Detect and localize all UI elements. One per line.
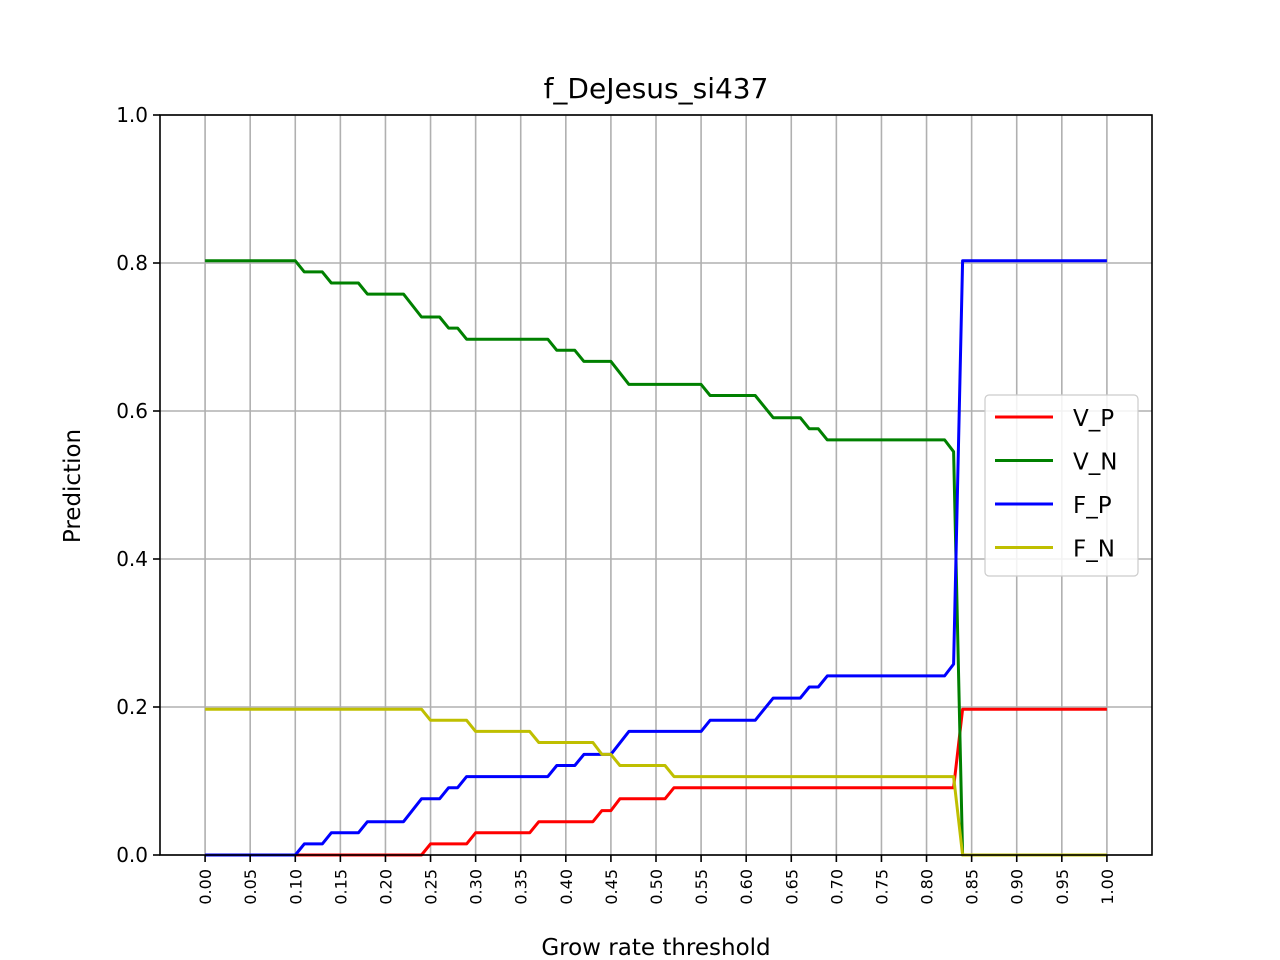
y-tick-label: 0.6 (116, 399, 148, 423)
x-tick-label: 0.85 (963, 869, 982, 905)
x-tick-label: 0.50 (647, 869, 666, 905)
y-tick-label: 0.0 (116, 843, 148, 867)
legend-label: V_N (1073, 450, 1117, 476)
series-line-f-p (205, 259, 1107, 857)
series-line-f-n (205, 707, 1107, 857)
x-tick-label: 0.15 (331, 869, 350, 905)
y-tick-label: 0.2 (116, 695, 148, 719)
x-tick-label: 0.25 (422, 869, 441, 905)
x-tick-label: 0.35 (512, 869, 531, 905)
legend-label: V_P (1073, 406, 1114, 432)
x-tick-label: 0.90 (1008, 869, 1027, 905)
x-tick-label: 0.40 (557, 869, 576, 905)
x-tick-label: 0.10 (286, 869, 305, 905)
x-tick-label: 0.45 (602, 869, 621, 905)
x-tick-label: 0.75 (872, 869, 891, 905)
x-axis-title: Grow rate threshold (541, 935, 770, 960)
x-tick-label: 0.70 (827, 869, 846, 905)
x-tick-label: 0.65 (782, 869, 801, 905)
y-tick-label: 1.0 (116, 103, 148, 127)
x-tick-label: 0.80 (918, 869, 937, 905)
x-tick-label: 0.00 (196, 869, 215, 905)
x-tick-label: 0.20 (376, 869, 395, 905)
grid-lines (160, 114, 1152, 856)
x-tick-label: 0.95 (1053, 869, 1072, 905)
series-lines (205, 259, 1107, 857)
y-tick-label: 0.4 (116, 547, 148, 571)
legend-box (984, 394, 1139, 577)
legend-label: F_N (1073, 537, 1115, 563)
x-tick-label: 0.30 (467, 869, 486, 905)
x-axis: 0.00 0.05 0.10 0.15 0.20 0.25 0.30 0.35 0.40 0.45… (196, 855, 1117, 905)
series-line-v-n (205, 259, 1107, 857)
x-tick-label: 0.55 (692, 869, 711, 905)
y-tick-label: 0.8 (116, 251, 148, 275)
legend-label: F_P (1073, 493, 1112, 519)
chart-title: f_DeJesus_si437 (544, 72, 769, 105)
legend: V_P V_N F_P F_N (984, 394, 1139, 577)
x-tick-label: 0.05 (241, 869, 260, 905)
y-axis: 0.0 0.2 0.4 0.6 0.8 1.0 (116, 103, 160, 867)
series-line-v-p (205, 707, 1107, 857)
x-tick-label: 0.60 (737, 869, 756, 905)
y-axis-title: Prediction (60, 429, 86, 543)
x-tick-label: 1.00 (1098, 869, 1117, 905)
